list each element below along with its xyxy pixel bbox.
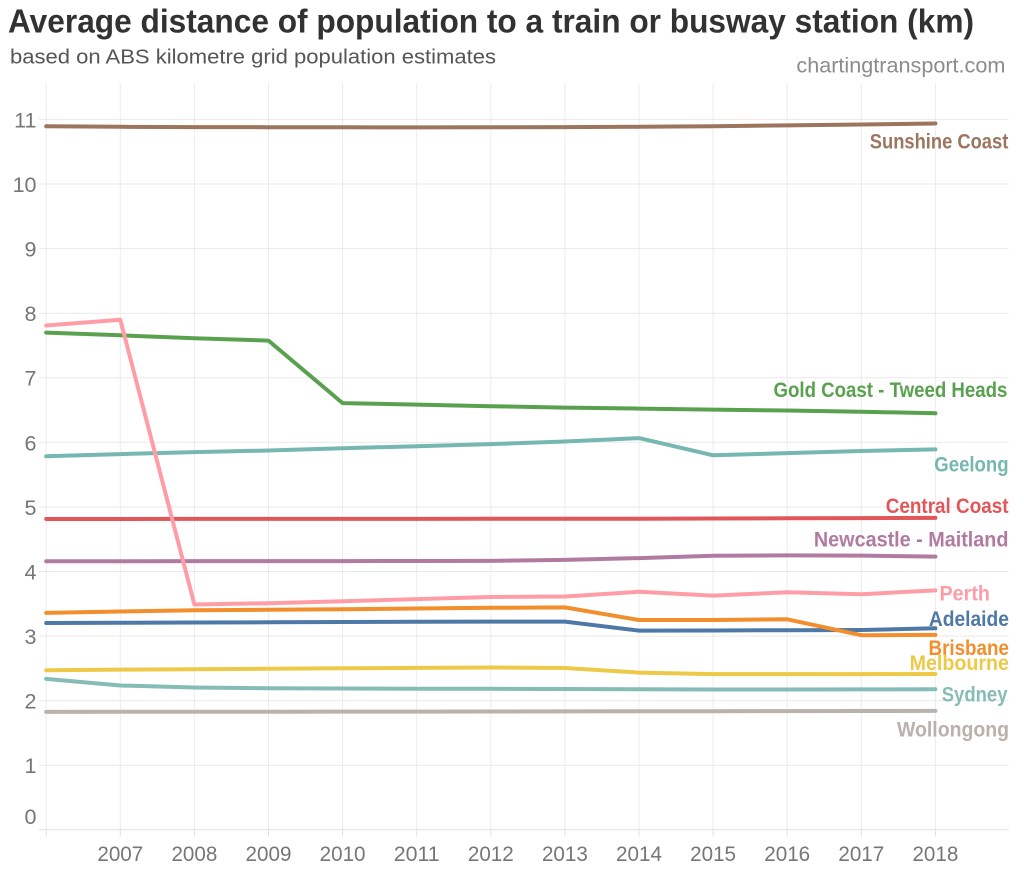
svg-text:Melbourne: Melbourne xyxy=(910,651,1009,675)
svg-text:2010: 2010 xyxy=(320,842,366,866)
svg-text:Sydney: Sydney xyxy=(942,682,1008,706)
svg-text:Central Coast: Central Coast xyxy=(886,494,1009,518)
svg-text:2009: 2009 xyxy=(246,842,292,866)
svg-text:Gold Coast - Tweed Heads: Gold Coast - Tweed Heads xyxy=(774,378,1008,402)
svg-text:2017: 2017 xyxy=(838,842,884,866)
svg-text:based on ABS kilometre grid po: based on ABS kilometre grid population e… xyxy=(10,45,496,68)
svg-text:0: 0 xyxy=(25,805,37,829)
svg-text:2: 2 xyxy=(25,690,37,714)
svg-text:5: 5 xyxy=(25,496,37,520)
svg-text:10: 10 xyxy=(13,173,37,197)
svg-text:Adelaide: Adelaide xyxy=(929,607,1009,631)
svg-text:Geelong: Geelong xyxy=(934,453,1008,477)
svg-text:3: 3 xyxy=(25,625,37,649)
svg-text:8: 8 xyxy=(25,302,37,326)
svg-text:Average distance of population: Average distance of population to a trai… xyxy=(8,3,974,40)
svg-text:2016: 2016 xyxy=(764,842,810,866)
svg-text:chartingtransport.com: chartingtransport.com xyxy=(796,54,1005,78)
svg-text:4: 4 xyxy=(25,561,37,585)
svg-text:2011: 2011 xyxy=(394,842,440,866)
svg-text:7: 7 xyxy=(25,367,37,391)
svg-text:Brisbane: Brisbane xyxy=(929,636,1009,660)
svg-text:Sunshine Coast: Sunshine Coast xyxy=(870,130,1009,154)
svg-text:2007: 2007 xyxy=(97,842,143,866)
svg-text:6: 6 xyxy=(25,431,37,455)
svg-text:2013: 2013 xyxy=(542,842,588,866)
svg-text:Wollongong: Wollongong xyxy=(897,717,1009,741)
svg-text:Newcastle - Maitland: Newcastle - Maitland xyxy=(814,528,1009,552)
svg-text:2015: 2015 xyxy=(690,842,736,866)
svg-text:1: 1 xyxy=(25,754,37,778)
svg-text:2008: 2008 xyxy=(171,842,217,866)
svg-text:11: 11 xyxy=(14,108,36,132)
svg-text:9: 9 xyxy=(25,238,37,262)
svg-text:2012: 2012 xyxy=(468,842,514,866)
svg-text:2014: 2014 xyxy=(616,842,662,866)
svg-text:Perth: Perth xyxy=(940,581,991,605)
svg-text:2018: 2018 xyxy=(912,842,958,866)
